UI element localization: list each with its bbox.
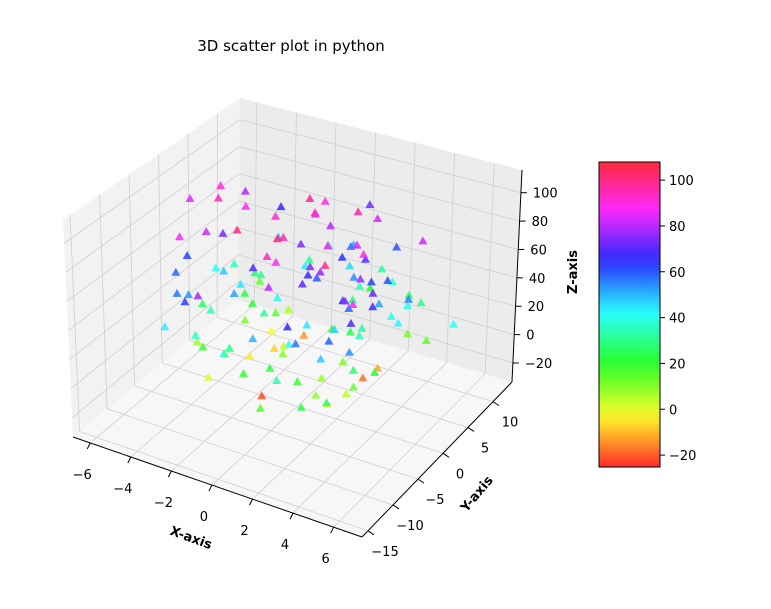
- colorbar-tick-label: 60: [669, 266, 686, 281]
- x-tick-label: 2: [240, 524, 248, 539]
- x-tick-label: 6: [321, 552, 329, 567]
- y-tick-label: 10: [502, 416, 519, 431]
- x-tick-mark: [331, 527, 334, 533]
- x-tick-label: 0: [200, 510, 208, 525]
- y-tick-mark: [468, 427, 474, 431]
- colorbar-tick-label: 100: [669, 174, 694, 189]
- x-tick-mark: [87, 443, 90, 449]
- y-tick-mark: [418, 479, 424, 483]
- y-tick-label: −5: [425, 493, 444, 508]
- x-tick-label: −4: [113, 482, 132, 497]
- y-tick-mark: [443, 453, 449, 457]
- z-tick-label: −20: [525, 357, 552, 372]
- x-tick-mark: [249, 499, 252, 505]
- z-tick-label: 80: [532, 215, 549, 230]
- z-axis-label: Z-axis: [566, 250, 581, 294]
- colorbar-tick-label: 40: [669, 312, 686, 327]
- z-tick-label: 20: [528, 300, 545, 315]
- y-tick-label: 0: [456, 467, 464, 482]
- colorbar-tick-label: 20: [669, 357, 686, 372]
- y-tick-mark: [368, 531, 374, 535]
- z-tick-label: 0: [526, 329, 534, 344]
- z-tick-label: 100: [533, 187, 558, 202]
- x-axis-label: X-axis: [168, 524, 214, 553]
- colorbar: −20 0 20 40 60 80 100: [599, 162, 696, 467]
- z-tick-label: 60: [530, 244, 547, 259]
- y-tick-label: −15: [371, 545, 398, 560]
- colorbar-tick-label: 0: [669, 403, 677, 418]
- colorbar-gradient: [599, 162, 660, 467]
- y-tick-mark: [493, 402, 499, 406]
- x-tick-mark: [128, 457, 131, 463]
- x-tick-mark: [209, 485, 212, 491]
- x-tick-mark: [168, 471, 171, 477]
- colorbar-tick-label: 80: [669, 220, 686, 235]
- z-tick-label: 40: [529, 272, 546, 287]
- x-tick-label: 4: [281, 538, 289, 553]
- chart-title: 3D scatter plot in python: [197, 37, 384, 55]
- x-tick-mark: [290, 513, 293, 519]
- y-tick-mark: [393, 505, 399, 509]
- y-tick-label: 5: [481, 442, 489, 457]
- y-tick-label: −10: [396, 519, 423, 534]
- x-tick-label: −2: [154, 496, 173, 511]
- x-tick-label: −6: [73, 468, 92, 483]
- colorbar-tick-label: −20: [669, 449, 696, 464]
